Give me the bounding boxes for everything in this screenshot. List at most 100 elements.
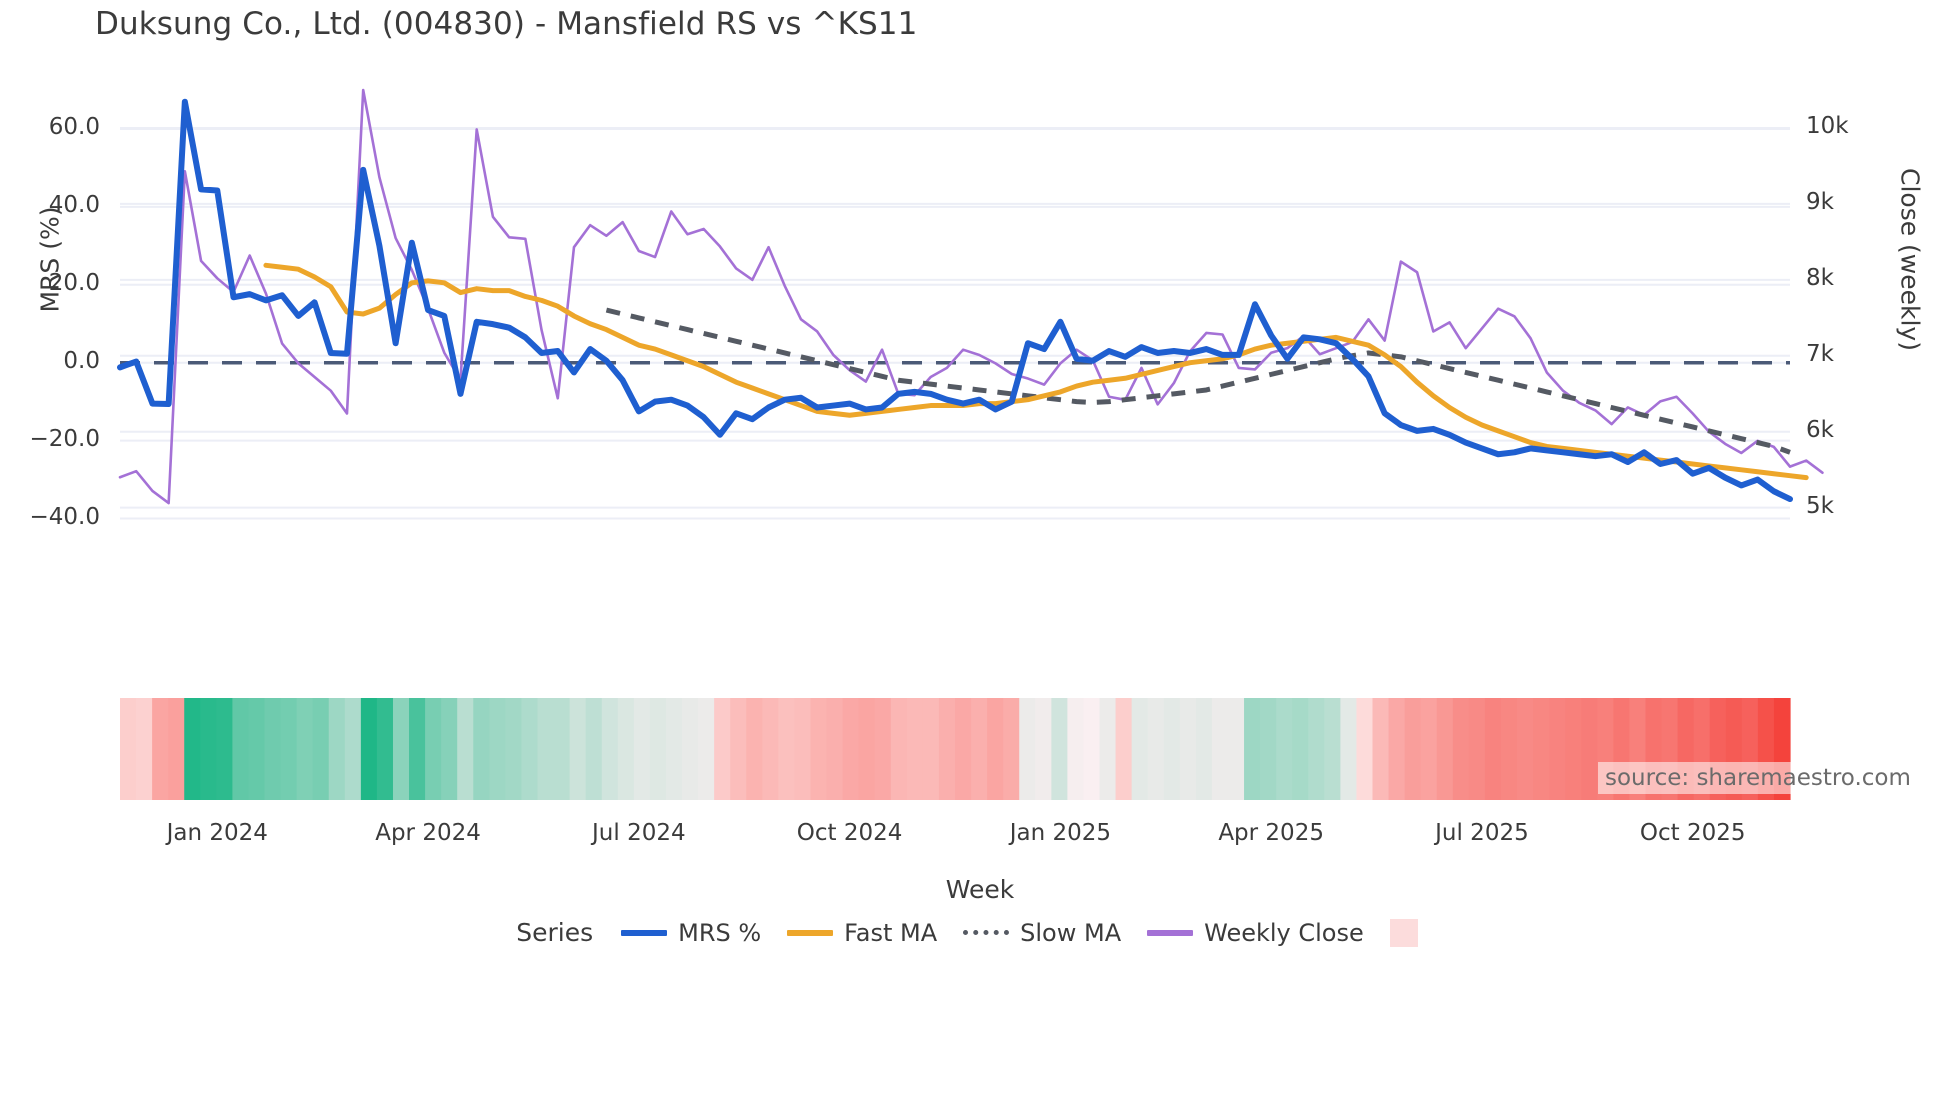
y-tick-right: 6k [1806, 416, 1834, 443]
heatmap-band [1484, 698, 1502, 800]
legend-item[interactable]: Slow MA [963, 919, 1121, 947]
heatmap-band [1163, 698, 1181, 800]
x-tick: Jan 2025 [1009, 820, 1112, 846]
legend-item[interactable] [1389, 918, 1418, 947]
legend-label: MRS % [678, 918, 762, 947]
heatmap-band [665, 698, 683, 800]
heatmap-band [1420, 698, 1438, 800]
heatmap-band [698, 698, 715, 800]
heatmap-band [248, 698, 266, 800]
heatmap-band [794, 698, 812, 800]
x-tick: Apr 2024 [375, 820, 481, 846]
heatmap-band [1051, 698, 1069, 800]
heatmap-band [955, 698, 972, 800]
legend-item[interactable]: MRS % [621, 919, 761, 947]
heatmap-band [682, 698, 699, 800]
series-line-fast-ma [263, 262, 1809, 481]
heatmap-band [1308, 698, 1325, 800]
heatmap-band [425, 698, 442, 800]
heatmap-band [344, 698, 362, 800]
heatmap-band [216, 698, 234, 800]
heatmap-band [874, 698, 892, 800]
heatmap-band [1452, 698, 1470, 800]
y-tick-right: 10k [1806, 112, 1849, 139]
heatmap-band [120, 698, 137, 800]
heatmap-band [1468, 698, 1486, 800]
heatmap-band [1388, 698, 1406, 800]
heatmap-band [537, 698, 555, 800]
y-tick-right: 9k [1806, 188, 1834, 215]
heatmap-band [392, 698, 410, 800]
heatmap-band [938, 698, 956, 800]
heatmap-band [971, 698, 988, 800]
heatmap-band [1227, 698, 1245, 800]
legend-swatch-dotted-line-icon [963, 930, 1010, 935]
x-tick: Oct 2024 [796, 820, 903, 846]
heatmap-band [1179, 698, 1197, 800]
x-tick: Apr 2025 [1218, 820, 1324, 846]
y-axis-right-label: Close (weekly) [1895, 168, 1925, 351]
heatmap-band [409, 698, 426, 800]
heatmap-band [1276, 698, 1293, 800]
heatmap-band [1131, 698, 1149, 800]
legend-item[interactable]: Fast MA [787, 919, 937, 947]
heatmap-band [762, 698, 779, 800]
heatmap-band [1099, 698, 1117, 800]
heatmap-band [649, 698, 667, 800]
heatmap-band [1003, 698, 1020, 800]
heatmap-band [1292, 698, 1309, 800]
y-tick-right: 7k [1806, 340, 1834, 367]
heatmap-band [1565, 698, 1582, 800]
legend-swatch-box-icon [1389, 918, 1418, 947]
heatmap-band [521, 698, 539, 800]
legend-swatch-line-icon [1147, 929, 1194, 936]
x-tick: Jul 2024 [592, 820, 686, 846]
heatmap-band [1404, 698, 1422, 800]
legend-swatch-line-icon [787, 929, 834, 936]
legend-title: Series [516, 918, 594, 947]
chart-title: Duksung Co., Ltd. (004830) - Mansfield R… [95, 6, 918, 42]
heatmap-band [264, 698, 282, 800]
heatmap-band [168, 698, 185, 800]
y-tick-left: 20.0 [48, 269, 100, 296]
heatmap-band [1549, 698, 1566, 800]
legend-swatch-line-icon [621, 929, 668, 936]
legend-item[interactable]: Weekly Close [1147, 919, 1364, 947]
heatmap-band [505, 698, 523, 800]
y-tick-left: 0.0 [63, 347, 100, 374]
series-line-mrs [117, 98, 1793, 503]
heatmap-band [184, 698, 201, 800]
heatmap-band [1019, 698, 1036, 800]
heatmap-band [136, 698, 153, 800]
x-tick: Jul 2025 [1435, 820, 1529, 846]
y-axis-left-label: MRS (%) [35, 206, 65, 313]
x-tick: Oct 2025 [1639, 820, 1746, 846]
heatmap-band [1067, 698, 1085, 800]
x-axis-label: Week [945, 875, 1015, 904]
heatmap-band [1533, 698, 1550, 800]
y-tick-left: 40.0 [48, 191, 100, 218]
heatmap-band [601, 698, 619, 800]
heatmap-band [296, 698, 314, 800]
heatmap-band [826, 698, 844, 800]
y-tick-right: 8k [1806, 264, 1834, 291]
heatmap-band [633, 698, 651, 800]
heatmap-band [617, 698, 635, 800]
heatmap-band [1083, 698, 1101, 800]
heatmap-band [858, 698, 876, 800]
series-line-weekly-close [118, 88, 1824, 505]
heatmap-band [1244, 698, 1261, 800]
heatmap-band [376, 698, 394, 800]
heatmap-band [312, 698, 330, 800]
heatmap-band [553, 698, 571, 800]
heatmap-band [1035, 698, 1052, 800]
heatmap-band [1500, 698, 1518, 800]
heatmap-band [1147, 698, 1165, 800]
heatmap-band [1356, 698, 1374, 800]
y-tick-right: 5k [1806, 492, 1834, 519]
heatmap-band [1195, 698, 1213, 800]
heatmap-band [1581, 698, 1598, 800]
heatmap-band [457, 698, 474, 800]
